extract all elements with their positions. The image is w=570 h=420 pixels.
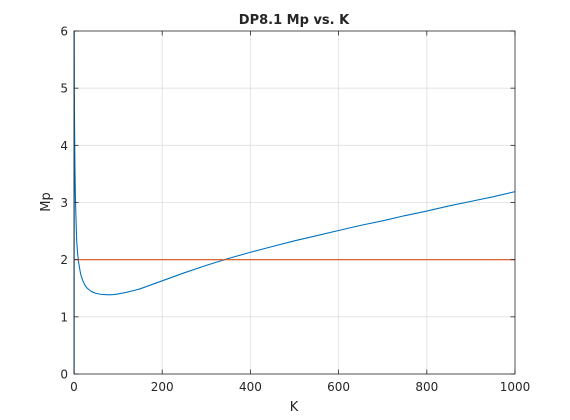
y-tick-label: 3 xyxy=(60,196,68,210)
chart-title: DP8.1 Mp vs. K xyxy=(239,13,350,28)
y-tick-label: 0 xyxy=(60,368,68,382)
y-tick-label: 2 xyxy=(60,253,68,267)
data-series xyxy=(73,30,516,375)
x-tick-label: 800 xyxy=(415,380,438,394)
x-tick-labels: 0 200 400 600 800 1000 xyxy=(70,380,530,394)
y-tick-label: 1 xyxy=(60,310,68,324)
y-tick-labels: 0 1 2 3 4 5 6 xyxy=(60,25,68,382)
mp-curve-line xyxy=(73,30,516,375)
y-tick-label: 5 xyxy=(60,82,68,96)
x-tick-label: 0 xyxy=(70,380,78,394)
x-tick-label: 1000 xyxy=(500,380,531,394)
y-tick-label: 6 xyxy=(60,25,68,39)
x-axis-label: K xyxy=(290,400,299,415)
x-tick-label: 400 xyxy=(239,380,262,394)
y-tick-label: 4 xyxy=(60,139,68,153)
x-tick-label: 200 xyxy=(151,380,174,394)
x-tick-label: 600 xyxy=(327,380,350,394)
tick-marks xyxy=(73,30,516,375)
y-axis-label: Mp xyxy=(39,192,54,211)
